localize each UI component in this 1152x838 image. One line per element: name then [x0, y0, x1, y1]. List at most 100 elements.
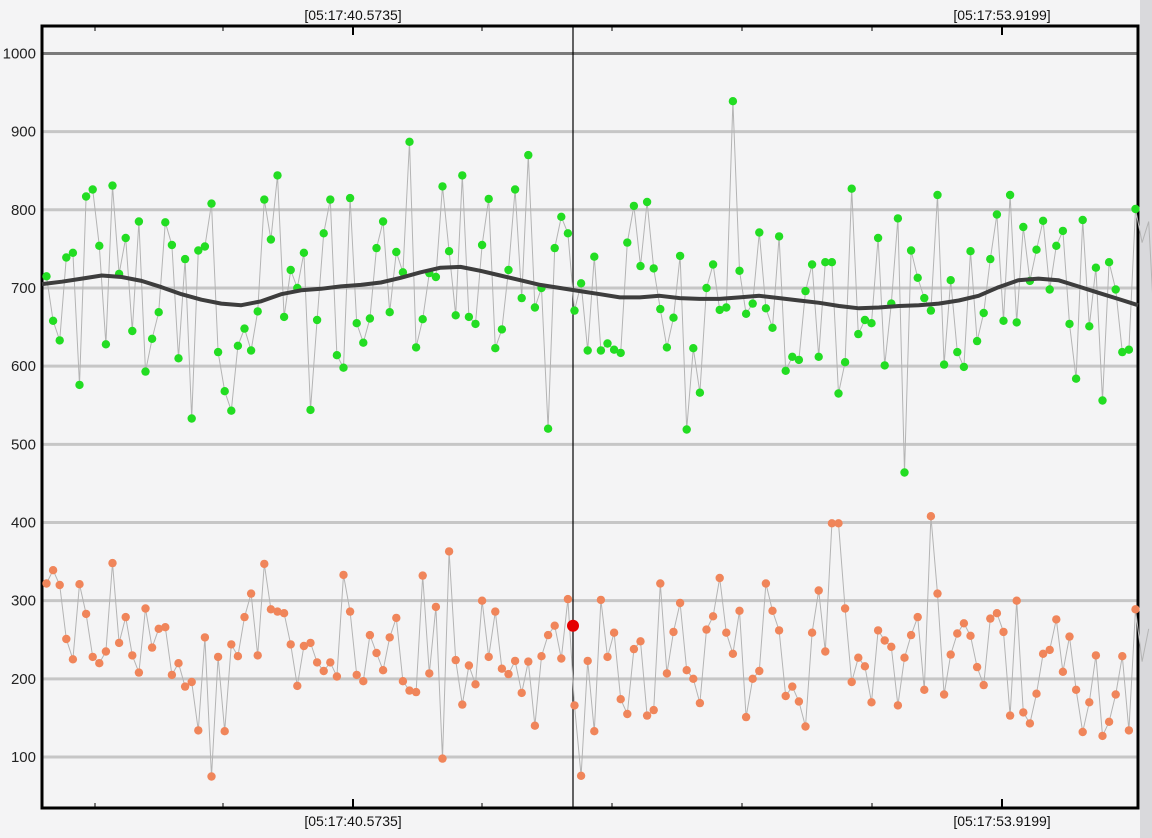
orange-point-12[interactable]: [121, 612, 130, 622]
green-point-105[interactable]: [735, 266, 744, 275]
orange-point-112[interactable]: [781, 691, 790, 701]
orange-point-8[interactable]: [95, 659, 104, 668]
green-point-108[interactable]: [755, 228, 764, 237]
orange-point-6[interactable]: [81, 609, 91, 619]
orange-point-41[interactable]: [312, 658, 322, 667]
orange-point-151[interactable]: [1038, 649, 1048, 658]
orange-point-43[interactable]: [326, 658, 335, 667]
green-point-34[interactable]: [266, 235, 276, 244]
orange-point-55[interactable]: [405, 686, 414, 695]
orange-point-163[interactable]: [1118, 652, 1127, 661]
orange-point-106[interactable]: [741, 712, 751, 722]
green-point-112[interactable]: [781, 366, 790, 375]
orange-point-96[interactable]: [675, 598, 685, 608]
green-point-25[interactable]: [207, 199, 216, 208]
orange-point-139[interactable]: [959, 619, 969, 628]
orange-point-102[interactable]: [715, 573, 724, 583]
green-point-99[interactable]: [695, 388, 705, 397]
orange-point-90[interactable]: [636, 637, 645, 646]
green-point-142[interactable]: [979, 308, 988, 318]
green-point-116[interactable]: [807, 260, 817, 269]
orange-point-150[interactable]: [1032, 689, 1041, 698]
orange-point-4[interactable]: [68, 655, 78, 664]
green-point-62[interactable]: [451, 311, 460, 320]
green-point-126[interactable]: [873, 233, 883, 243]
orange-point-119[interactable]: [827, 519, 837, 528]
orange-point-7[interactable]: [88, 652, 97, 662]
orange-point-65[interactable]: [471, 680, 480, 689]
green-point-66[interactable]: [477, 240, 487, 250]
orange-point-89[interactable]: [629, 644, 639, 654]
green-point-14[interactable]: [134, 217, 144, 226]
green-point-50[interactable]: [372, 243, 381, 253]
orange-point-95[interactable]: [669, 627, 678, 637]
orange-point-17[interactable]: [154, 624, 163, 633]
orange-point-42[interactable]: [319, 666, 328, 676]
orange-point-46[interactable]: [345, 607, 355, 616]
orange-point-31[interactable]: [246, 589, 256, 598]
orange-point-138[interactable]: [953, 629, 962, 638]
green-point-30[interactable]: [240, 324, 249, 333]
orange-point-162[interactable]: [1111, 690, 1120, 699]
green-point-136[interactable]: [939, 360, 949, 369]
green-point-17[interactable]: [154, 308, 163, 317]
green-point-65[interactable]: [471, 319, 480, 329]
orange-point-116[interactable]: [807, 628, 817, 637]
orange-point-86[interactable]: [609, 628, 619, 637]
green-point-138[interactable]: [953, 347, 962, 357]
orange-point-124[interactable]: [860, 662, 870, 671]
orange-point-135[interactable]: [933, 589, 942, 598]
green-point-60[interactable]: [438, 182, 447, 191]
orange-point-158[interactable]: [1085, 698, 1094, 707]
orange-point-101[interactable]: [708, 612, 718, 621]
green-point-51[interactable]: [378, 217, 388, 226]
orange-point-144[interactable]: [992, 609, 1002, 618]
orange-point-164[interactable]: [1124, 726, 1134, 735]
green-point-67[interactable]: [484, 194, 493, 204]
green-point-93[interactable]: [656, 304, 665, 314]
orange-point-77[interactable]: [550, 621, 559, 630]
green-point-28[interactable]: [227, 406, 236, 415]
orange-point-91[interactable]: [642, 711, 652, 720]
green-point-135[interactable]: [933, 190, 942, 200]
green-point-130[interactable]: [900, 468, 909, 477]
green-point-97[interactable]: [682, 425, 691, 434]
orange-point-66[interactable]: [477, 596, 487, 605]
orange-point-69[interactable]: [497, 664, 507, 673]
orange-point-14[interactable]: [134, 668, 144, 677]
green-point-10[interactable]: [108, 181, 117, 190]
orange-point-24[interactable]: [200, 633, 210, 642]
orange-point-58[interactable]: [425, 669, 434, 678]
orange-point-92[interactable]: [649, 705, 658, 715]
green-point-63[interactable]: [458, 171, 467, 180]
green-point-96[interactable]: [675, 251, 685, 261]
green-point-80[interactable]: [570, 306, 579, 315]
green-point-162[interactable]: [1111, 285, 1120, 294]
green-point-161[interactable]: [1104, 258, 1114, 267]
green-point-68[interactable]: [491, 344, 500, 353]
orange-point-120[interactable]: [834, 519, 843, 528]
green-point-154[interactable]: [1058, 226, 1068, 236]
orange-point-143[interactable]: [986, 614, 995, 623]
orange-point-133[interactable]: [920, 685, 929, 694]
green-point-76[interactable]: [543, 424, 553, 433]
orange-point-54[interactable]: [398, 677, 408, 686]
green-point-31[interactable]: [246, 346, 256, 355]
green-point-43[interactable]: [326, 195, 335, 204]
green-point-101[interactable]: [708, 260, 718, 269]
green-point-16[interactable]: [147, 334, 157, 343]
orange-point-13[interactable]: [128, 651, 137, 660]
green-point-103[interactable]: [722, 303, 731, 312]
green-point-3[interactable]: [62, 253, 71, 262]
green-point-48[interactable]: [359, 338, 368, 347]
orange-point-122[interactable]: [847, 677, 856, 687]
green-point-123[interactable]: [854, 329, 863, 339]
orange-point-165[interactable]: [1131, 605, 1140, 614]
orange-point-38[interactable]: [293, 681, 302, 691]
orange-point-76[interactable]: [543, 630, 553, 640]
green-point-82[interactable]: [583, 346, 592, 355]
green-point-131[interactable]: [906, 246, 916, 255]
green-point-6[interactable]: [81, 192, 91, 201]
orange-point-111[interactable]: [774, 626, 784, 635]
orange-point-15[interactable]: [141, 604, 150, 613]
